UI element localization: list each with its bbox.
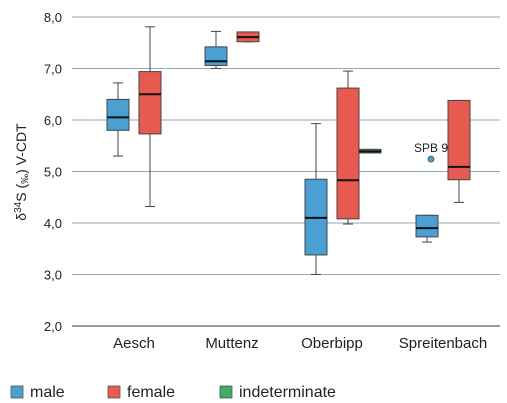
boxes bbox=[106, 26, 471, 275]
y-axis-label: δ34S (‰) V-CDT bbox=[13, 123, 31, 221]
y-tick-label: 4,0 bbox=[44, 216, 62, 231]
legend-swatch-female bbox=[107, 385, 121, 399]
outlier-point bbox=[427, 155, 435, 163]
x-category-label: Aesch bbox=[113, 335, 155, 352]
outlier-label: SPB 9 bbox=[414, 141, 448, 155]
grid bbox=[72, 16, 500, 327]
y-tick-label: 8,0 bbox=[44, 10, 62, 25]
y-tick-label: 2,0 bbox=[44, 319, 62, 334]
x-category-label: Muttenz bbox=[205, 335, 258, 352]
x-category-label: Spreitenbach bbox=[399, 335, 487, 352]
box-iqr bbox=[204, 46, 228, 66]
box-iqr bbox=[447, 99, 471, 181]
box-female-spreitenbach bbox=[447, 99, 471, 203]
box-iqr bbox=[415, 214, 439, 238]
outliers: SPB 9 bbox=[414, 141, 448, 163]
x-axis-categories: Aesch Muttenz Oberbipp Spreitenbach bbox=[113, 335, 487, 352]
legend-swatch-indeterminate bbox=[219, 385, 233, 399]
box-female-muttenz bbox=[236, 31, 260, 43]
box-male-aesch bbox=[106, 82, 130, 157]
y-axis-ticks: 2,0 3,0 4,0 5,0 6,0 7,0 8,0 bbox=[44, 10, 62, 334]
y-tick-label: 6,0 bbox=[44, 113, 62, 128]
legend-swatch-male bbox=[10, 385, 24, 399]
legend: male female indeterminate bbox=[10, 384, 336, 401]
box-male-muttenz bbox=[204, 30, 228, 69]
y-tick-label: 5,0 bbox=[44, 165, 62, 180]
box-indeterminate-oberbipp bbox=[358, 148, 382, 154]
box-iqr bbox=[138, 71, 162, 135]
legend-label-indeterminate: indeterminate bbox=[239, 384, 336, 401]
y-tick-label: 3,0 bbox=[44, 268, 62, 283]
box-iqr bbox=[336, 87, 360, 220]
box-female-oberbipp bbox=[336, 70, 360, 225]
x-category-label: Oberbipp bbox=[301, 335, 363, 352]
box-female-aesch bbox=[138, 26, 162, 208]
box-iqr bbox=[106, 98, 130, 131]
legend-label-male: male bbox=[30, 384, 65, 401]
box-male-spreitenbach bbox=[415, 214, 439, 243]
legend-label-female: female bbox=[127, 384, 175, 401]
y-tick-label: 7,0 bbox=[44, 62, 62, 77]
box-male-oberbipp bbox=[304, 123, 328, 275]
